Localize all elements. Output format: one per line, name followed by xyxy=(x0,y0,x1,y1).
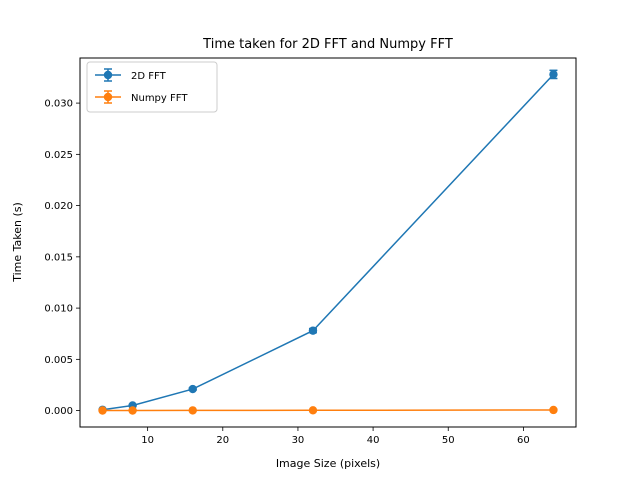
x-tick-label: 30 xyxy=(292,435,305,446)
x-tick-label: 40 xyxy=(367,435,380,446)
x-tick-label: 20 xyxy=(216,435,229,446)
ticks-layer: 10 20 30 40 50 60 0.000 0.005 0.010 0.015 0.020 0.0… xyxy=(44,99,529,446)
numpy-fft-point xyxy=(188,406,197,415)
numpy-fft-legend-marker xyxy=(103,92,113,102)
y-tick-label: 0.005 xyxy=(44,355,73,366)
numpy-fft-legend-label: Numpy FFT xyxy=(131,93,188,104)
numpy-fft-point xyxy=(549,405,558,415)
series-layer xyxy=(98,69,558,415)
2d-fft-legend-label: 2D FFT xyxy=(131,71,167,82)
y-axis-label: Time Taken (s) xyxy=(11,202,24,283)
plot-frame xyxy=(79,57,577,428)
numpy-fft-line xyxy=(102,409,554,412)
numpy-fft-point xyxy=(98,406,107,415)
x-tick-label: 10 xyxy=(141,435,154,446)
y-tick-label: 0.000 xyxy=(44,406,73,417)
2d-fft-point xyxy=(549,70,558,79)
numpy-fft-point xyxy=(128,406,137,415)
x-tick-label: 60 xyxy=(517,435,530,446)
x-tick-label: 50 xyxy=(442,435,455,446)
numpy-fft-series xyxy=(98,405,558,415)
y-tick-label: 0.015 xyxy=(44,252,73,263)
legend: 2D FFT Numpy FFT xyxy=(86,61,218,113)
y-tick-label: 0.010 xyxy=(44,304,73,315)
legend-entries: 2D FFT Numpy FFT xyxy=(95,68,188,104)
chart-title: Time taken for 2D FFT and Numpy FFT xyxy=(202,37,453,52)
2d-fft-point xyxy=(188,384,197,394)
x-axis-label: Image Size (pixels) xyxy=(276,457,380,470)
y-tick-label: 0.025 xyxy=(44,150,73,161)
numpy-fft-point xyxy=(308,406,318,415)
y-tick-label: 0.020 xyxy=(44,201,73,212)
2d-fft-point xyxy=(308,326,318,335)
2d-fft-legend-marker xyxy=(103,70,113,80)
y-tick-label: 0.030 xyxy=(44,99,73,110)
